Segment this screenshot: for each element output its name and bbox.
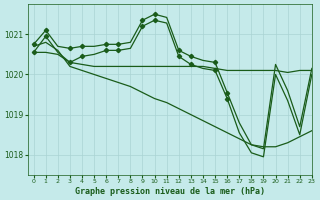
X-axis label: Graphe pression niveau de la mer (hPa): Graphe pression niveau de la mer (hPa)	[75, 187, 265, 196]
